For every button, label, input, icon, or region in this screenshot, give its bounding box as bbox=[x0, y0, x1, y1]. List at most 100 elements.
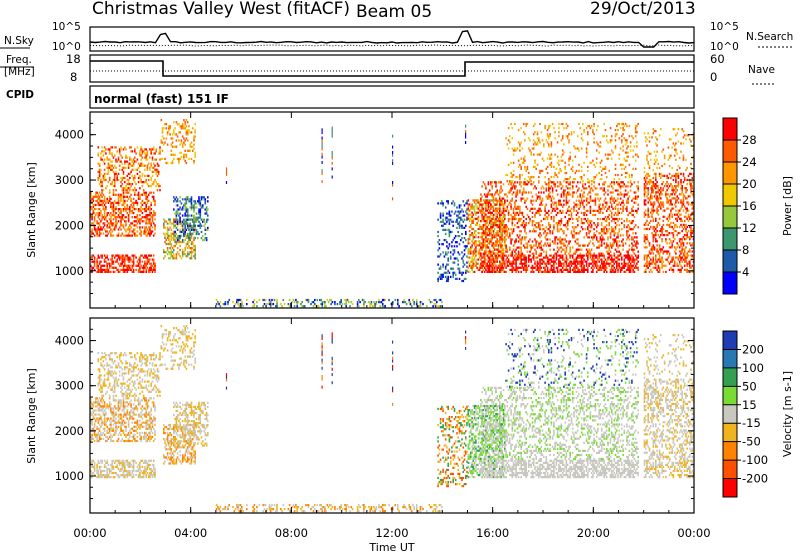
power-echo-cell bbox=[442, 221, 444, 223]
power-echo-cell bbox=[591, 224, 593, 226]
power-echo-cell bbox=[637, 196, 639, 198]
power-echo-cell bbox=[484, 261, 486, 263]
power-echo-cell bbox=[139, 196, 141, 198]
power-echo-cell bbox=[571, 168, 573, 170]
power-echo-cell bbox=[473, 220, 475, 222]
power-echo-cell bbox=[108, 171, 110, 173]
power-echo-cell bbox=[104, 222, 106, 224]
power-echo-cell bbox=[505, 238, 507, 240]
power-echo-cell bbox=[596, 257, 598, 259]
power-echo-cell bbox=[142, 163, 144, 165]
power-echo-cell bbox=[184, 160, 186, 162]
power-echo-cell bbox=[619, 202, 621, 204]
power-echo-cell bbox=[217, 301, 219, 303]
power-echo-cell bbox=[543, 191, 545, 193]
power-echo-cell bbox=[440, 213, 442, 215]
power-echo-cell bbox=[177, 251, 179, 253]
power-echo-cell bbox=[551, 200, 553, 202]
power-echo-cell bbox=[532, 212, 534, 214]
power-echo-cell bbox=[147, 167, 149, 169]
power-echo-cell bbox=[357, 301, 359, 303]
power-echo-cell bbox=[603, 230, 605, 232]
power-echo-cell bbox=[619, 259, 621, 261]
power-echo-cell bbox=[624, 204, 626, 206]
power-echo-cell bbox=[104, 259, 106, 261]
power-echo-cell bbox=[339, 303, 341, 305]
power-echo-cell bbox=[509, 247, 511, 249]
power-echo-cell bbox=[144, 202, 146, 204]
power-echo-cell bbox=[128, 218, 130, 220]
power-echo-cell bbox=[597, 265, 599, 267]
power-echo-cell bbox=[637, 208, 639, 210]
power-echo-cell bbox=[588, 185, 590, 187]
power-echo-cell bbox=[503, 263, 505, 265]
power-echo-cell bbox=[174, 225, 176, 227]
power-echo-cell bbox=[552, 189, 554, 191]
power-echo-cell bbox=[524, 178, 526, 180]
power-echo-cell bbox=[358, 305, 360, 307]
power-echo-cell bbox=[207, 208, 209, 210]
nsky-panel-frame bbox=[90, 27, 694, 51]
power-echo-cell bbox=[143, 189, 145, 191]
power-echo-cell bbox=[127, 157, 129, 159]
power-echo-cell bbox=[509, 261, 511, 263]
power-echo-cell bbox=[541, 247, 543, 249]
power-echo-cell bbox=[568, 191, 570, 193]
power-echo-cell bbox=[139, 263, 141, 265]
power-echo-cell bbox=[132, 235, 134, 237]
power-echo-cell bbox=[450, 215, 452, 217]
power-echo-cell bbox=[120, 181, 122, 183]
nave-label: Nave bbox=[748, 64, 775, 76]
power-echo-cell bbox=[561, 228, 563, 230]
power-echo-cell bbox=[512, 137, 514, 139]
power-echo-cell bbox=[571, 232, 573, 234]
power-echo-cell bbox=[515, 261, 517, 263]
power-echo-cell bbox=[556, 257, 558, 259]
power-echo-cell bbox=[502, 236, 504, 238]
power-echo-cell bbox=[152, 175, 154, 177]
power-echo-cell bbox=[445, 268, 447, 270]
power-echo-cell bbox=[563, 204, 565, 206]
power-echo-cell bbox=[154, 214, 156, 216]
power-echo-cell bbox=[587, 210, 589, 212]
power-echo-cell bbox=[220, 301, 222, 303]
power-echo-cell bbox=[91, 218, 93, 220]
freq-unit-label: [MHz] bbox=[4, 66, 35, 78]
power-echo-cell bbox=[113, 235, 115, 237]
power-echo-cell bbox=[95, 208, 97, 210]
power-echo-cell bbox=[500, 242, 502, 244]
power-echo-cell bbox=[489, 242, 491, 244]
power-echo-cell bbox=[577, 181, 579, 183]
power-echo-cell bbox=[496, 191, 498, 193]
power-echo-cell bbox=[149, 220, 151, 222]
power-echo-cell bbox=[421, 301, 423, 303]
power-echo-cell bbox=[601, 222, 603, 224]
power-echo-cell bbox=[456, 227, 458, 229]
power-echo-cell bbox=[122, 163, 124, 165]
power-echo-cell bbox=[601, 240, 603, 242]
power-echo-cell bbox=[149, 214, 151, 216]
power-echo-cell bbox=[171, 243, 173, 245]
power-echo-cell bbox=[513, 174, 515, 176]
power-echo-cell bbox=[186, 202, 188, 204]
power-echo-cell bbox=[527, 198, 529, 200]
power-echo-cell bbox=[505, 247, 507, 249]
power-echo-cell bbox=[484, 267, 486, 269]
power-echo-cell bbox=[624, 261, 626, 263]
power-echo-cell bbox=[442, 243, 444, 245]
power-echo-cell bbox=[499, 271, 501, 273]
power-echo-cell bbox=[459, 221, 461, 223]
power-echo-cell bbox=[548, 143, 550, 145]
power-echo-cell bbox=[496, 253, 498, 255]
power-echo-cell bbox=[520, 249, 522, 251]
power-echo-cell bbox=[152, 230, 154, 232]
power-echo-cell bbox=[420, 305, 422, 307]
power-echo-cell bbox=[437, 235, 439, 237]
power-echo-cell bbox=[533, 139, 535, 141]
power-echo-cell bbox=[124, 271, 126, 273]
power-echo-cell bbox=[637, 267, 639, 269]
power-echo-cell bbox=[105, 218, 107, 220]
power-echo-cell bbox=[534, 208, 536, 210]
power-echo-cell bbox=[104, 177, 106, 179]
power-echo-cell bbox=[546, 139, 548, 141]
